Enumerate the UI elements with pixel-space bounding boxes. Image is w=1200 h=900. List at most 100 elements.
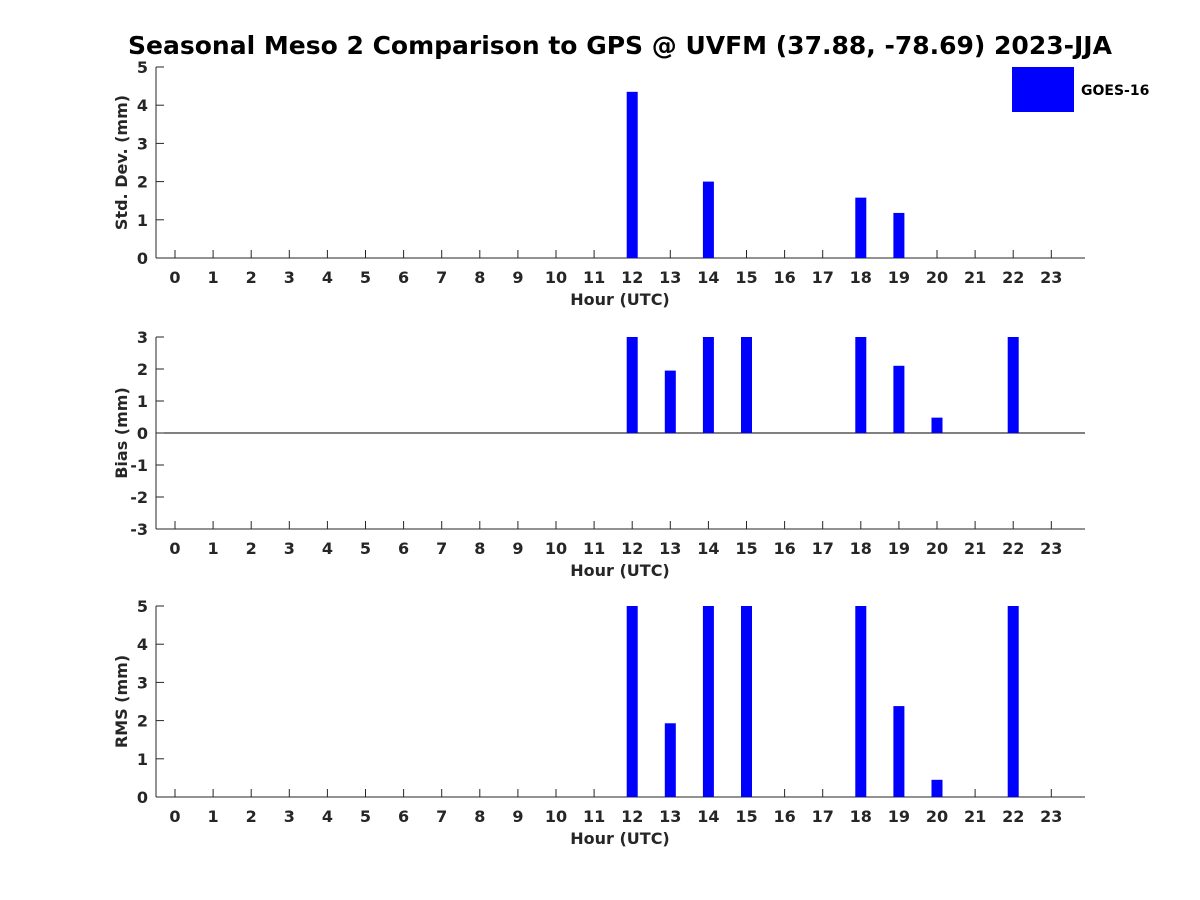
std-dev-x-tick-label: 2 <box>246 268 257 287</box>
std-dev-x-tick-label: 8 <box>474 268 485 287</box>
rms-x-tick-label: 22 <box>1002 807 1024 826</box>
rms-x-tick-label: 9 <box>512 807 523 826</box>
rms-x-tick-label: 12 <box>621 807 643 826</box>
rms-bar-hour-15 <box>741 606 752 797</box>
std-dev-x-tick-label: 20 <box>926 268 948 287</box>
bias-bar-hour-19 <box>893 365 905 433</box>
bias-x-tick-label: 1 <box>208 539 219 558</box>
bias-bar-hour-15 <box>741 337 752 433</box>
std-dev-bar-hour-14 <box>702 181 714 258</box>
std-dev-x-tick-label: 18 <box>850 268 872 287</box>
rms-x-tick-label: 23 <box>1040 807 1062 826</box>
rms-bar-hour-20 <box>931 779 943 797</box>
bias-y-tick-label: 2 <box>137 360 148 379</box>
rms-bar-hour-12 <box>626 606 638 797</box>
bias-x-tick-label: 23 <box>1040 539 1062 558</box>
rms-x-tick-label: 13 <box>659 807 681 826</box>
std-dev-x-tick-label: 5 <box>360 268 371 287</box>
rms-x-tick-label: 20 <box>926 807 948 826</box>
rms-x-tick-label: 2 <box>246 807 257 826</box>
std-dev-x-tick-label: 14 <box>697 268 719 287</box>
std-dev-x-axis-label: Hour (UTC) <box>570 290 670 309</box>
bias-x-axis-label: Hour (UTC) <box>570 561 670 580</box>
bias-x-tick-label: 18 <box>850 539 872 558</box>
bias-x-tick-label: 5 <box>360 539 371 558</box>
std-dev-x-tick-label: 23 <box>1040 268 1062 287</box>
rms-y-tick-label: 1 <box>137 750 148 769</box>
rms-x-tick-label: 18 <box>850 807 872 826</box>
bias-bar-hour-14 <box>702 337 714 433</box>
std-dev-y-tick-label: 1 <box>137 211 148 230</box>
bias-y-tick-label: -2 <box>130 488 148 507</box>
rms-y-tick-label: 0 <box>137 788 148 807</box>
std-dev-x-tick-label: 1 <box>208 268 219 287</box>
bias-x-tick-label: 19 <box>888 539 910 558</box>
std-dev-x-tick-label: 22 <box>1002 268 1024 287</box>
bias-x-tick-label: 4 <box>322 539 333 558</box>
rms-x-axis-label: Hour (UTC) <box>570 829 670 848</box>
std-dev-bar-hour-19 <box>893 212 905 258</box>
bias-x-tick-label: 8 <box>474 539 485 558</box>
rms-y-tick-label: 4 <box>137 635 148 654</box>
rms-y-tick-label: 3 <box>137 673 148 692</box>
bias-x-tick-label: 17 <box>812 539 834 558</box>
bias-x-tick-label: 2 <box>246 539 257 558</box>
bias-bar-hour-18 <box>855 337 867 433</box>
rms-y-axis-label: RMS (mm) <box>112 655 131 748</box>
chart-title: Seasonal Meso 2 Comparison to GPS @ UVFM… <box>128 31 1113 60</box>
bias-y-axis-label: Bias (mm) <box>112 387 131 479</box>
rms-y-tick-label: 2 <box>137 712 148 731</box>
bias-x-tick-label: 6 <box>398 539 409 558</box>
bias-y-tick-label: 3 <box>137 328 148 347</box>
std-dev-y-tick-label: 3 <box>137 134 148 153</box>
rms-y-tick-label: 5 <box>137 597 148 616</box>
rms-bar-hour-22 <box>1007 606 1019 797</box>
std-dev-y-tick-label: 0 <box>137 249 148 268</box>
std-dev-x-tick-label: 7 <box>436 268 447 287</box>
rms-bar-hour-18 <box>855 606 867 797</box>
bias-x-tick-label: 3 <box>284 539 295 558</box>
bias-bar-hour-13 <box>664 370 676 433</box>
std-dev-y-axis-label: Std. Dev. (mm) <box>112 95 131 230</box>
std-dev-x-tick-label: 9 <box>512 268 523 287</box>
rms-x-tick-label: 3 <box>284 807 295 826</box>
bias-y-tick-label: -3 <box>130 520 148 539</box>
bias-x-tick-label: 10 <box>545 539 567 558</box>
std-dev-x-tick-label: 3 <box>284 268 295 287</box>
std-dev-x-tick-label: 13 <box>659 268 681 287</box>
legend: GOES-16 <box>1012 67 1149 112</box>
rms-bar-hour-19 <box>893 706 905 797</box>
std-dev-y-tick-label: 5 <box>137 58 148 77</box>
rms-bar-hour-13 <box>664 723 676 797</box>
std-dev-x-tick-label: 16 <box>773 268 795 287</box>
rms-x-tick-label: 6 <box>398 807 409 826</box>
std-dev-x-tick-label: 4 <box>322 268 333 287</box>
std-dev-x-tick-label: 10 <box>545 268 567 287</box>
bias-x-tick-label: 14 <box>697 539 719 558</box>
bias-y-tick-label: -1 <box>130 456 148 475</box>
legend-label: GOES-16 <box>1081 83 1149 99</box>
std-dev-x-tick-label: 6 <box>398 268 409 287</box>
bias-x-tick-label: 13 <box>659 539 681 558</box>
rms-x-tick-label: 8 <box>474 807 485 826</box>
std-dev-x-tick-label: 17 <box>812 268 834 287</box>
bias-x-tick-label: 20 <box>926 539 948 558</box>
bias-y-tick-label: 0 <box>137 424 148 443</box>
bias-bar-hour-22 <box>1007 337 1019 433</box>
rms-x-tick-label: 21 <box>964 807 986 826</box>
rms-x-tick-label: 19 <box>888 807 910 826</box>
bias-x-tick-label: 9 <box>512 539 523 558</box>
bias-y-tick-label: 1 <box>137 392 148 411</box>
std-dev-x-tick-label: 21 <box>964 268 986 287</box>
rms-x-tick-label: 10 <box>545 807 567 826</box>
std-dev-x-tick-label: 15 <box>735 268 757 287</box>
rms-x-tick-label: 11 <box>583 807 605 826</box>
std-dev-x-tick-label: 0 <box>169 268 180 287</box>
rms-x-tick-label: 16 <box>773 807 795 826</box>
legend-swatch <box>1012 67 1074 112</box>
bias-bar-hour-20 <box>931 417 943 433</box>
rms-x-tick-label: 0 <box>169 807 180 826</box>
